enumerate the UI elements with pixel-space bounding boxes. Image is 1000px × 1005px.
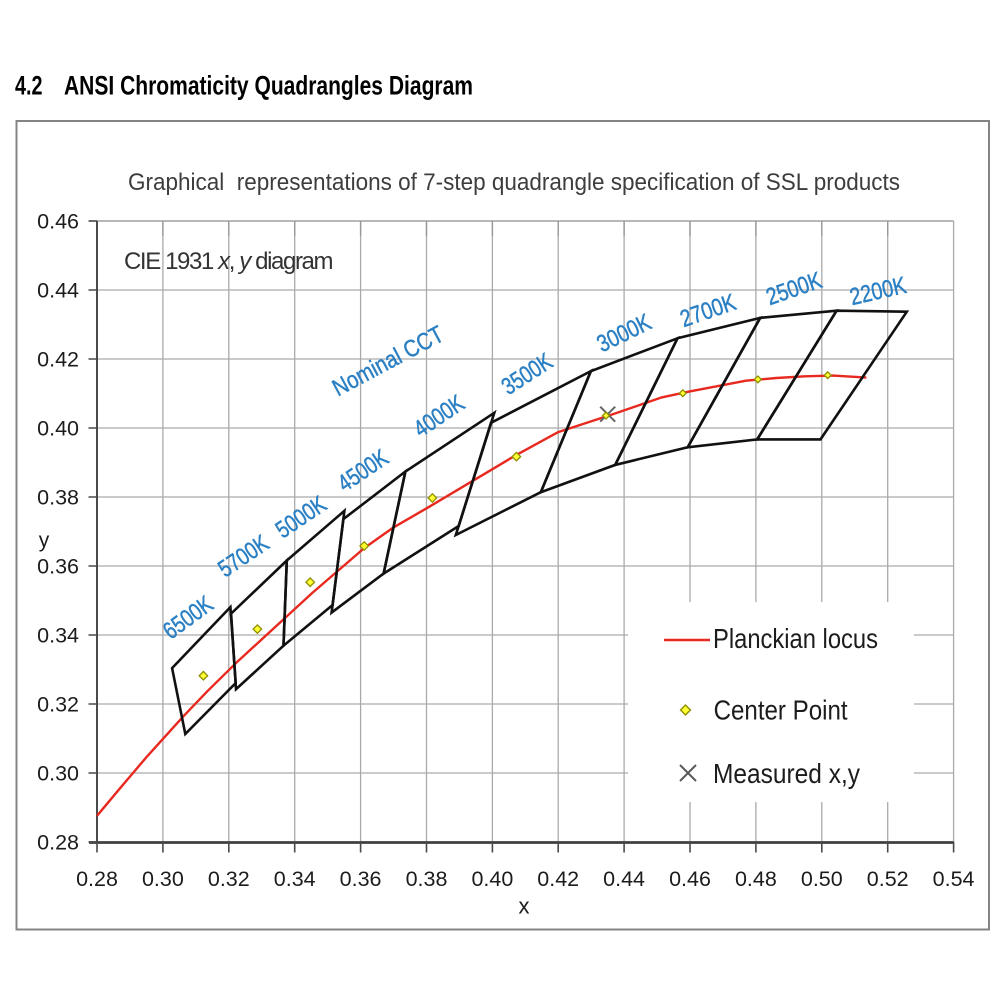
svg-text:0.52: 0.52 xyxy=(867,867,909,891)
svg-text:4.2: 4.2 xyxy=(15,71,43,101)
svg-text:0.36: 0.36 xyxy=(340,867,382,891)
svg-text:0.40: 0.40 xyxy=(37,417,79,441)
svg-text:Measured x,y: Measured x,y xyxy=(713,758,860,789)
svg-text:0.42: 0.42 xyxy=(37,348,79,372)
svg-text:0.44: 0.44 xyxy=(603,867,645,891)
svg-text:Center Point: Center Point xyxy=(714,695,848,726)
svg-text:0.40: 0.40 xyxy=(471,867,513,891)
svg-text:0.28: 0.28 xyxy=(37,831,79,855)
svg-text:0.34: 0.34 xyxy=(274,867,316,891)
svg-text:Planckian locus: Planckian locus xyxy=(713,623,878,654)
svg-text:0.30: 0.30 xyxy=(142,867,184,891)
svg-text:x: x xyxy=(519,894,530,919)
svg-text:0.46: 0.46 xyxy=(37,210,79,234)
svg-text:0.36: 0.36 xyxy=(37,555,79,579)
svg-text:0.46: 0.46 xyxy=(669,867,711,891)
svg-text:0.28: 0.28 xyxy=(76,867,118,891)
svg-text:0.42: 0.42 xyxy=(537,867,579,891)
svg-text:0.32: 0.32 xyxy=(37,693,79,717)
svg-text:Graphical representations of: Graphical representations of 7-step quad… xyxy=(128,169,900,196)
svg-text:CIE 1931 x, y diagram: CIE 1931 x, y diagram xyxy=(124,248,332,275)
svg-text:0.54: 0.54 xyxy=(933,867,975,891)
svg-text:0.32: 0.32 xyxy=(208,867,250,891)
svg-text:0.38: 0.38 xyxy=(37,486,79,510)
svg-text:y: y xyxy=(39,529,50,552)
svg-text:0.50: 0.50 xyxy=(801,867,843,891)
svg-text:0.48: 0.48 xyxy=(735,867,777,891)
svg-text:0.30: 0.30 xyxy=(37,762,79,786)
svg-text:0.38: 0.38 xyxy=(406,867,448,891)
svg-text:0.44: 0.44 xyxy=(37,279,79,303)
svg-text:0.34: 0.34 xyxy=(37,624,79,648)
svg-text:ANSI Chromaticity Quadrangles: ANSI Chromaticity Quadrangles Diagram xyxy=(64,71,473,101)
